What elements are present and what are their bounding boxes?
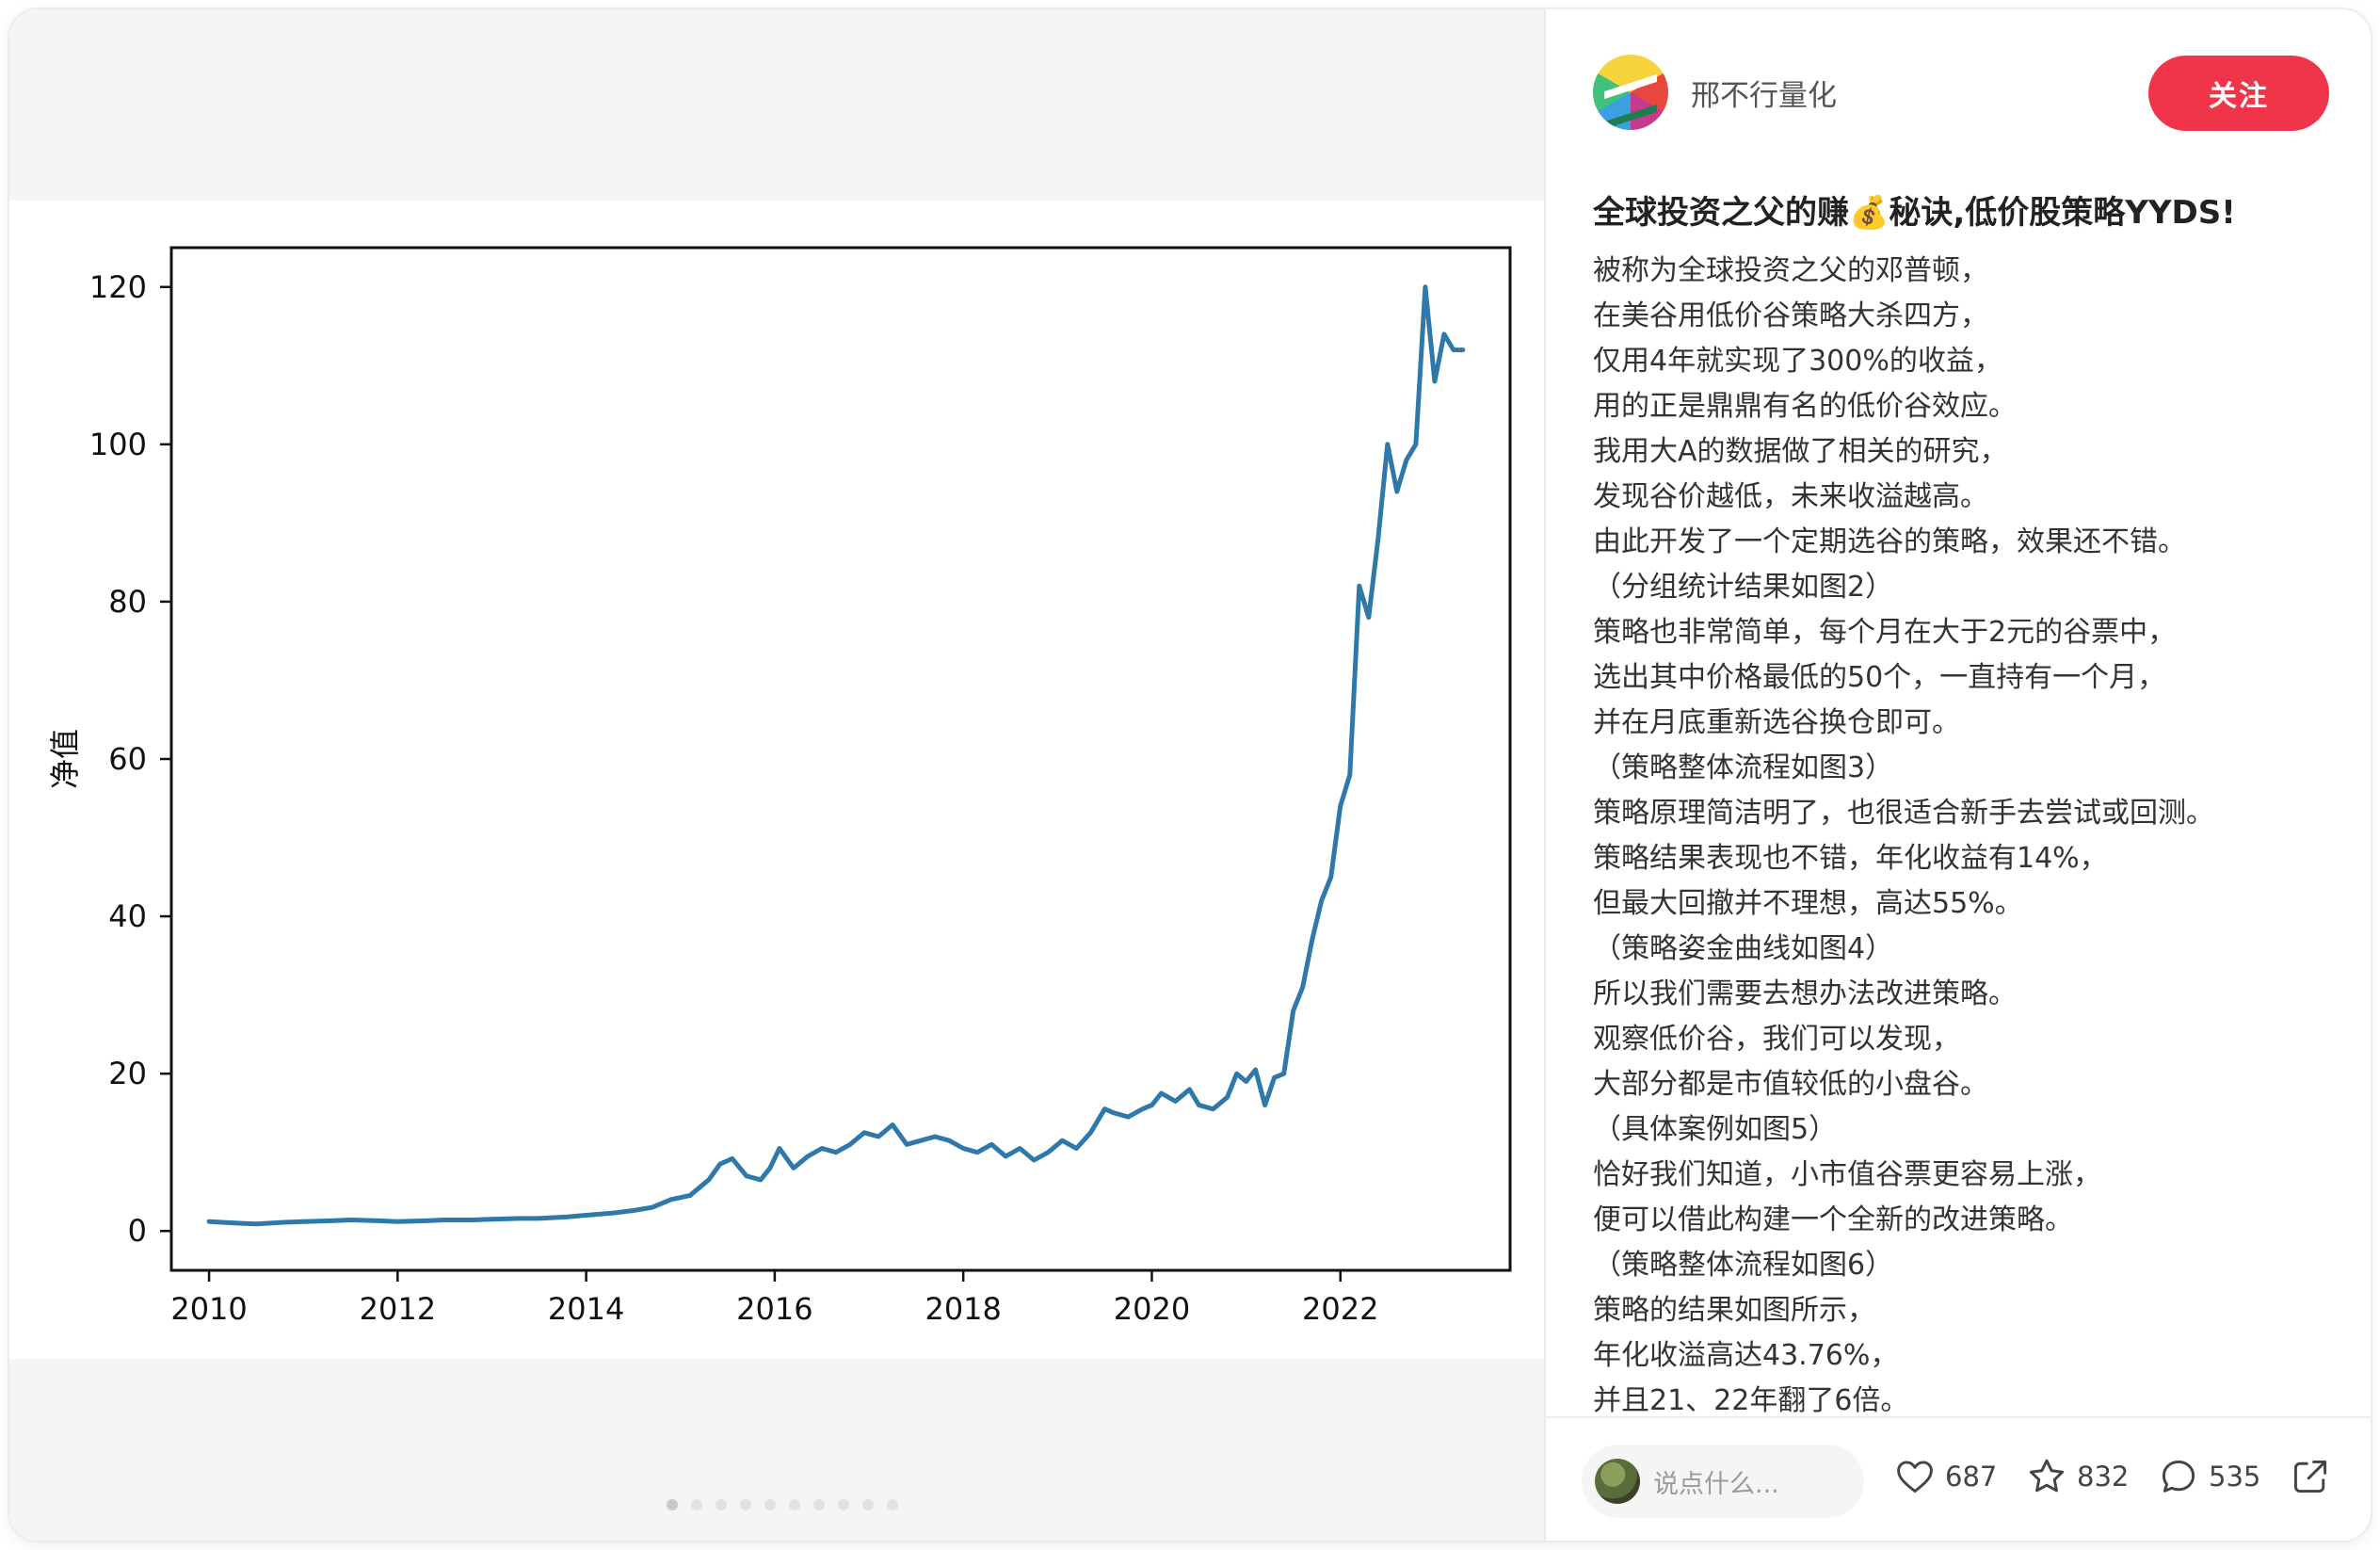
post-body-line: 发现谷价越低，未来收溢越高。: [1593, 480, 1988, 513]
y-tick-label: 120: [89, 269, 147, 305]
y-tick-label: 80: [108, 584, 147, 620]
post-body-line: 被称为全球投资之父的邓普顿，: [1593, 254, 1988, 287]
post-body-line: （策略整体流程如图3）: [1593, 751, 1894, 784]
post-body-line: 所以我们需要去想办法改进策略。: [1593, 977, 2017, 1010]
carousel-dot[interactable]: [789, 1499, 800, 1510]
post-body-line: （策略整体流程如图6）: [1593, 1249, 1894, 1282]
y-axis-label: 净值: [47, 729, 83, 789]
post-body-line: 在美谷用低价谷策略大杀四方，: [1593, 299, 1988, 332]
carousel-indicator[interactable]: [667, 1499, 898, 1510]
post-body-line: 年化收溢高达43.76%，: [1593, 1339, 1899, 1372]
post-body-line: （具体案例如图5）: [1593, 1113, 1838, 1146]
y-tick-label: 60: [108, 741, 147, 777]
collect-button[interactable]: 832: [2026, 1456, 2129, 1497]
carousel-dot[interactable]: [716, 1499, 727, 1510]
carousel-dot[interactable]: [887, 1499, 898, 1510]
post-body-line: 策略的结果如图所示，: [1593, 1294, 1875, 1327]
comment-icon: [2162, 1460, 2195, 1493]
comment-button[interactable]: 535: [2158, 1456, 2260, 1497]
x-tick-label: 2020: [1114, 1291, 1190, 1327]
post-card: 2010 2012 2014 2016 2018 2020 2022 0 20 40 60 80 100…: [9, 9, 2371, 1541]
heart-icon: [1897, 1461, 1933, 1493]
post-body-line: 便可以借此构建一个全新的改进策略。: [1593, 1203, 2073, 1236]
post-body-line: 选出其中价格最低的50个，一直持有一个月，: [1593, 661, 2166, 694]
carousel-dot[interactable]: [813, 1499, 825, 1510]
y-tick-label: 0: [128, 1213, 147, 1249]
y-tick-label: 40: [108, 898, 147, 934]
post-body-line: 用的正是鼎鼎有名的低价谷效应。: [1593, 390, 2017, 423]
carousel-dot[interactable]: [838, 1499, 849, 1510]
post-body: 被称为全球投资之父的邓普顿， 在美谷用低价谷策略大杀四方， 仅用4年就实现了300%…: [1593, 249, 2346, 1413]
carousel-dot[interactable]: [764, 1499, 776, 1510]
x-tick-label: 2012: [360, 1291, 436, 1327]
x-tick-label: 2010: [170, 1291, 247, 1327]
post-body-line: 策略结果表现也不错，年化收益有14%，: [1593, 842, 2108, 875]
engagement-bar: 说点什么... 687 832 535: [1546, 1416, 2371, 1541]
post-body-line: 恰好我们知道，小市值谷票更容易上涨，: [1593, 1158, 2101, 1191]
like-button[interactable]: 687: [1894, 1456, 1997, 1497]
author-info[interactable]: 邢不行量化: [1593, 55, 1837, 130]
x-tick-label: 2022: [1302, 1291, 1378, 1327]
share-button[interactable]: [2290, 1456, 2340, 1497]
like-count: 687: [1945, 1461, 1998, 1493]
post-body-line: （策略姿金曲线如图4）: [1593, 932, 1894, 965]
star-icon: [2029, 1459, 2065, 1493]
carousel-dot[interactable]: [667, 1499, 678, 1510]
plot-frame: [169, 246, 1512, 1272]
user-avatar: [1595, 1459, 1640, 1504]
post-body-line: （分组统计结果如图2）: [1593, 571, 1894, 604]
post-body-line: 由此开发了一个定期选谷的策略，效果还不错。: [1593, 525, 2186, 558]
collect-count: 832: [2077, 1461, 2130, 1493]
post-body-line: 策略也非常简单，每个月在大于2元的谷票中，: [1593, 616, 2177, 649]
post-title: 全球投资之父的赚💰秘诀,低价股策略YYDS!: [1593, 194, 2236, 232]
comment-count: 535: [2209, 1461, 2261, 1493]
x-tick-label: 2018: [925, 1291, 1001, 1327]
y-tick-label: 100: [89, 427, 147, 462]
comment-placeholder: 说点什么...: [1653, 1469, 1779, 1499]
post-body-line: 我用大A的数据做了相关的研究，: [1593, 435, 2008, 468]
carousel-dot[interactable]: [862, 1499, 874, 1510]
post-body-line: 仅用4年就实现了300%的收益，: [1593, 345, 2002, 378]
post-body-line: 策略原理简洁明了，也很适合新手去尝试或回测。: [1593, 797, 2214, 830]
follow-button[interactable]: 关注: [2148, 56, 2329, 131]
post-body-line: 并且21、22年翻了6倍。: [1593, 1384, 1909, 1413]
post-body-line: 但最大回撤并不理想，高达55%。: [1593, 887, 2023, 920]
author-avatar[interactable]: [1593, 55, 1668, 130]
carousel-dot[interactable]: [740, 1499, 751, 1510]
y-tick-label: 20: [108, 1056, 147, 1091]
net-value-chart: 2010 2012 2014 2016 2018 2020 2022 0 20 40 60 80 100…: [47, 246, 1512, 1327]
post-body-line: 并在月底重新选谷换仓即可。: [1593, 706, 1960, 739]
carousel-dot[interactable]: [691, 1499, 702, 1510]
x-tick-label: 2016: [736, 1291, 812, 1327]
author-name[interactable]: 邢不行量化: [1691, 78, 1837, 113]
share-icon: [2293, 1460, 2327, 1493]
chart-image: 2010 2012 2014 2016 2018 2020 2022 0 20 40 60 80 100…: [9, 201, 1544, 1359]
x-tick-label: 2014: [548, 1291, 624, 1327]
comment-input[interactable]: 说点什么...: [1582, 1445, 1864, 1518]
net-value-series-line: [206, 284, 1466, 1227]
media-panel[interactable]: 2010 2012 2014 2016 2018 2020 2022 0 20 40 60 80 100…: [9, 9, 1546, 1541]
post-body-line: 观察低价谷，我们可以发现，: [1593, 1023, 1960, 1056]
post-body-line: 大部分都是市值较低的小盘谷。: [1593, 1068, 1988, 1101]
post-detail-panel: 邢不行量化 关注 全球投资之父的赚💰秘诀,低价股策略YYDS! 被称为全球投资之…: [1546, 9, 2371, 1541]
